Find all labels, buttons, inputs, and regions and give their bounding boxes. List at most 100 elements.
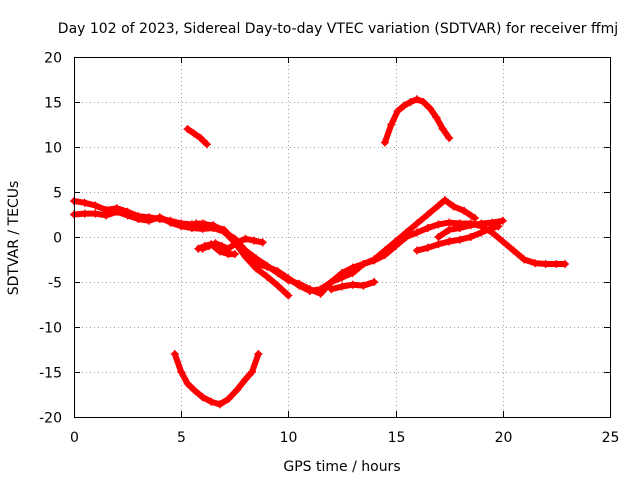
data-point <box>432 113 441 122</box>
data-point <box>232 238 241 247</box>
data-point <box>419 98 428 106</box>
data-point <box>258 238 267 247</box>
data-point <box>241 234 250 243</box>
data-point <box>194 244 203 253</box>
y-tick-label: 0 <box>53 231 62 247</box>
data-point <box>215 400 224 409</box>
data-point <box>273 269 282 277</box>
data-point <box>393 107 402 115</box>
grid <box>74 57 610 417</box>
data-point <box>434 233 443 241</box>
x-tick-label: 15 <box>388 430 406 446</box>
data-point <box>91 209 100 218</box>
data-point <box>200 220 209 229</box>
data-point <box>177 222 186 231</box>
data-point <box>252 254 261 263</box>
y-tick-label: -10 <box>39 321 62 337</box>
data-point <box>498 216 507 225</box>
data-point <box>273 281 282 290</box>
data-point <box>327 285 336 294</box>
data-point <box>262 261 271 270</box>
data-point <box>80 198 89 207</box>
data-point <box>466 221 475 230</box>
y-tick-label: 20 <box>44 51 62 67</box>
data-point <box>284 291 293 300</box>
data-point <box>348 280 357 289</box>
series-arc-i <box>184 126 210 148</box>
data-point <box>190 129 199 138</box>
data-point <box>241 375 250 384</box>
axis-ticks: 0 5 10 15 20 25 -20 -15 -10 -5 0 5 10 15 20 <box>39 51 619 447</box>
data-point <box>460 206 469 215</box>
data-point <box>198 393 207 402</box>
data-point <box>200 242 209 250</box>
chart-title: Day 102 of 2023, Sidereal Day-to-day VTE… <box>58 21 618 37</box>
data-point <box>370 278 379 286</box>
x-tick-label: 10 <box>280 430 298 446</box>
data-point <box>423 210 432 219</box>
data-point <box>217 242 226 250</box>
data-point <box>413 95 422 104</box>
data-point <box>359 281 368 290</box>
y-tick-label: -5 <box>48 276 62 292</box>
data-point <box>445 225 454 234</box>
data-point <box>284 276 293 285</box>
data-point <box>445 237 454 246</box>
data-point <box>241 252 250 261</box>
data-point <box>530 259 539 268</box>
data-point <box>440 196 449 205</box>
series-arc-k <box>171 351 262 408</box>
data-point <box>224 395 233 403</box>
data-point <box>438 125 447 133</box>
data-point <box>498 237 507 246</box>
data-point <box>145 216 154 225</box>
data-point <box>183 379 192 388</box>
data-point <box>183 125 192 133</box>
data-point <box>220 227 229 236</box>
data-point <box>477 228 486 237</box>
data-point <box>295 279 304 288</box>
data-point <box>520 255 529 264</box>
data-point <box>327 278 336 286</box>
series-arc-a <box>71 197 478 294</box>
data-point <box>91 201 100 210</box>
x-axis-title: GPS time / hours <box>283 459 400 475</box>
x-tick-label: 0 <box>70 430 79 446</box>
data-point <box>380 138 389 147</box>
x-tick-label: 20 <box>495 430 513 446</box>
y-tick-label: 15 <box>44 96 62 112</box>
data-point <box>155 213 164 222</box>
data-point <box>254 350 263 358</box>
x-tick-label: 25 <box>602 430 620 446</box>
data-point <box>123 211 132 220</box>
data-point <box>232 386 241 394</box>
data-point <box>400 101 409 110</box>
data-point <box>425 104 434 113</box>
data-point <box>541 260 550 268</box>
data-point <box>134 215 143 223</box>
data-point <box>413 228 422 237</box>
data-point <box>252 264 261 273</box>
series-arc-c <box>193 220 292 299</box>
data-point <box>250 236 259 245</box>
data-point <box>348 263 357 272</box>
data-point <box>423 224 432 232</box>
data-point <box>190 386 199 394</box>
data-point <box>112 207 121 216</box>
data-point <box>423 243 432 252</box>
x-tick-label: 5 <box>177 430 186 446</box>
data-point <box>434 201 443 210</box>
y-axis-title: SDTVAR / TECUs <box>6 181 22 296</box>
data-point <box>359 260 368 268</box>
data-point <box>387 120 396 129</box>
data-point <box>434 240 443 249</box>
data-point <box>338 282 346 291</box>
data-point <box>305 285 314 294</box>
data-point <box>192 219 201 228</box>
data-point <box>202 140 211 149</box>
data-point <box>262 272 271 281</box>
data-point <box>391 242 400 250</box>
data-point <box>338 269 346 277</box>
data-point <box>455 235 464 244</box>
